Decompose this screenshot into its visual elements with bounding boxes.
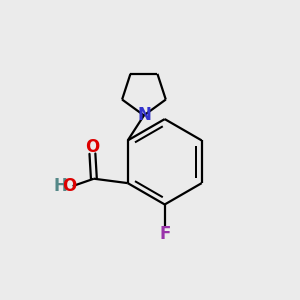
- Text: O: O: [85, 138, 100, 156]
- Text: H: H: [53, 177, 67, 195]
- Text: O: O: [62, 177, 76, 195]
- Text: N: N: [137, 106, 151, 124]
- Text: F: F: [159, 225, 170, 243]
